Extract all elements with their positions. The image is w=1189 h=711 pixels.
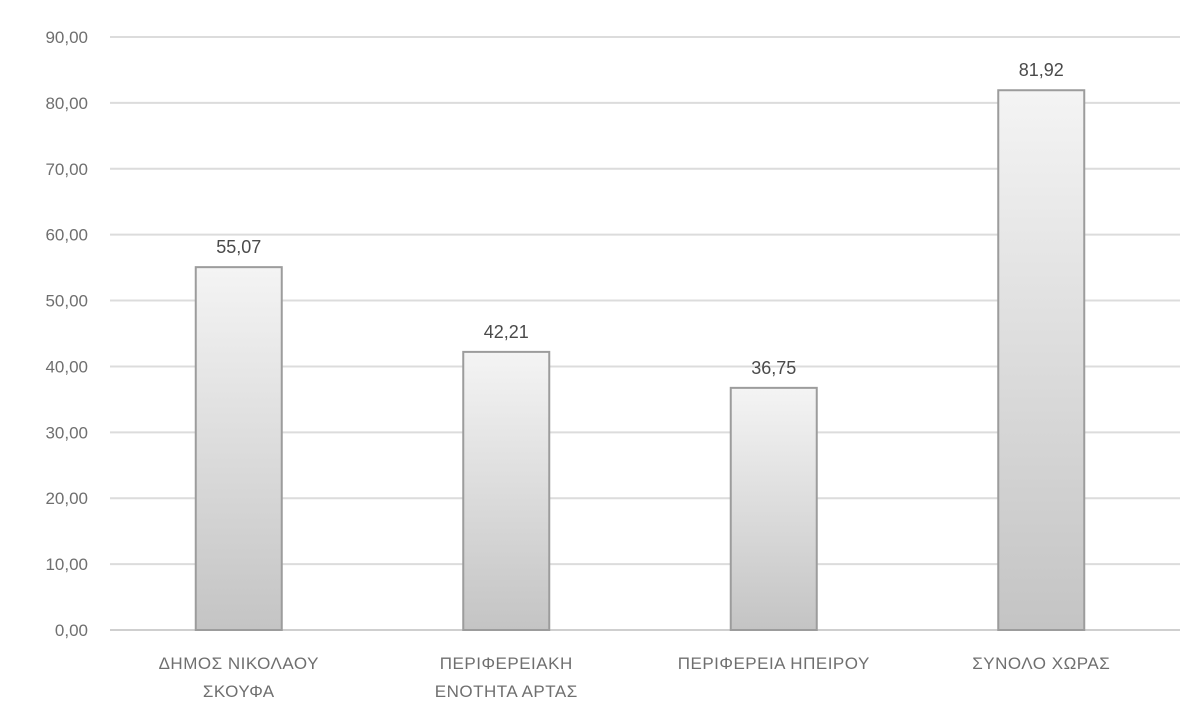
- x-category-label-line: ΣΥΝΟΛΟ ΧΩΡΑΣ: [972, 654, 1110, 673]
- x-category-label: ΣΥΝΟΛΟ ΧΩΡΑΣ: [972, 654, 1110, 673]
- x-category-label-line: ΠΕΡΙΦΕΡΕΙΑΚΗ: [440, 654, 573, 673]
- y-tick-label: 30,00: [45, 423, 88, 442]
- y-tick-label: 20,00: [45, 489, 88, 508]
- x-axis-category-labels: ΔΗΜΟΣ ΝΙΚΟΛΑΟΥ ΣΚΟΥΦΑ ΠΕΡΙΦΕΡΕΙΑΚΗ ΕΝΟΤΗΤΑ …: [159, 654, 1110, 701]
- y-axis-tick-labels: 0,00 10,00 20,00 30,00 40,00 50,00 60,00 70,00 8…: [45, 28, 88, 640]
- gridlines: [110, 36, 1180, 631]
- bar-data-label: 55,07: [216, 237, 261, 257]
- bar: [462, 350, 551, 631]
- x-category-label: ΠΕΡΙΦΕΡΕΙΑ ΗΠΕΙΡΟΥ: [678, 654, 870, 673]
- bar: [997, 89, 1086, 631]
- bar: [194, 266, 283, 631]
- y-tick-label: 80,00: [45, 94, 88, 113]
- x-category-label: ΠΕΡΙΦΕΡΕΙΑΚΗ ΕΝΟΤΗΤΑ ΑΡΤΑΣ: [435, 654, 578, 701]
- data-labels: 55,07 42,21 36,75 81,92: [216, 60, 1064, 378]
- bars: [194, 89, 1086, 631]
- bar-data-label: 81,92: [1019, 60, 1064, 80]
- bar-data-label: 42,21: [484, 322, 529, 342]
- x-category-label-line: ΠΕΡΙΦΕΡΕΙΑ ΗΠΕΙΡΟΥ: [678, 654, 870, 673]
- y-tick-label: 50,00: [45, 292, 88, 311]
- y-tick-label: 60,00: [45, 226, 88, 245]
- y-tick-label: 90,00: [45, 28, 88, 47]
- x-category-label-line: ΔΗΜΟΣ ΝΙΚΟΛΑΟΥ: [159, 654, 319, 673]
- x-category-label-line: ΣΚΟΥΦΑ: [203, 682, 275, 701]
- bar-data-label: 36,75: [751, 358, 796, 378]
- y-tick-label: 70,00: [45, 160, 88, 179]
- y-tick-label: 0,00: [55, 621, 88, 640]
- x-category-label-line: ΕΝΟΤΗΤΑ ΑΡΤΑΣ: [435, 682, 578, 701]
- bar: [729, 386, 818, 631]
- y-tick-label: 10,00: [45, 555, 88, 574]
- y-tick-label: 40,00: [45, 357, 88, 376]
- x-category-label: ΔΗΜΟΣ ΝΙΚΟΛΑΟΥ ΣΚΟΥΦΑ: [159, 654, 319, 701]
